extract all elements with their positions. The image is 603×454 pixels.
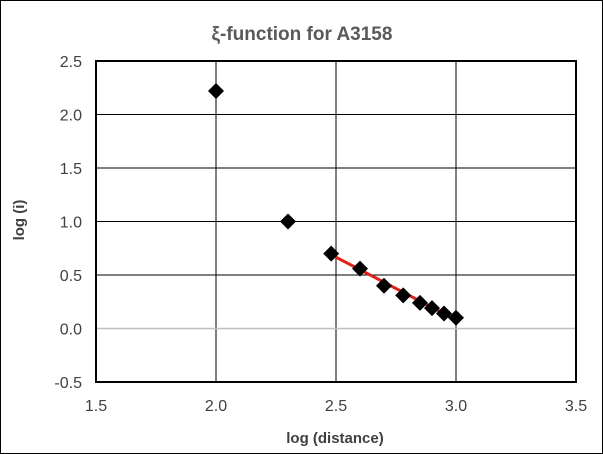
data-point [412, 294, 428, 311]
data-point [424, 300, 440, 317]
grid-layer [96, 61, 576, 382]
chart-title: ξ-function for A3158 [212, 24, 393, 45]
data-point [208, 82, 224, 99]
x-tick-label: 3.5 [565, 398, 587, 415]
y-tick-label: 0.0 [60, 322, 82, 339]
x-tick-label: 3.0 [445, 398, 467, 415]
y-tick-label: 1.5 [60, 161, 82, 178]
x-tick-label: 2.5 [325, 398, 347, 415]
y-tick-label: 2.0 [60, 108, 82, 125]
data-point [448, 309, 464, 326]
x-tick-label: 1.5 [85, 398, 107, 415]
y-tick-label: 0.5 [60, 268, 82, 285]
data-point [352, 260, 368, 277]
data-point [395, 287, 412, 304]
axes-layer [95, 60, 577, 383]
plot-area-border [95, 60, 577, 383]
x-tick-label: 2.0 [205, 398, 227, 415]
data-point [280, 213, 296, 230]
data-point [323, 245, 340, 262]
points-layer [208, 82, 464, 326]
y-tick-label: 1.0 [60, 215, 82, 232]
x-axis-label: log (distance) [286, 430, 384, 447]
ticks-layer: 1.5 2.0 2.5 3.0 3.5 -0.5 0.0 0.5 1.0 1.5 2.0 2.5 [54, 54, 587, 415]
y-tick-label: -0.5 [54, 375, 82, 392]
y-axis-label: log (i) [11, 200, 28, 241]
data-point [436, 305, 452, 322]
data-point [376, 277, 392, 294]
y-tick-label: 2.5 [60, 54, 82, 71]
